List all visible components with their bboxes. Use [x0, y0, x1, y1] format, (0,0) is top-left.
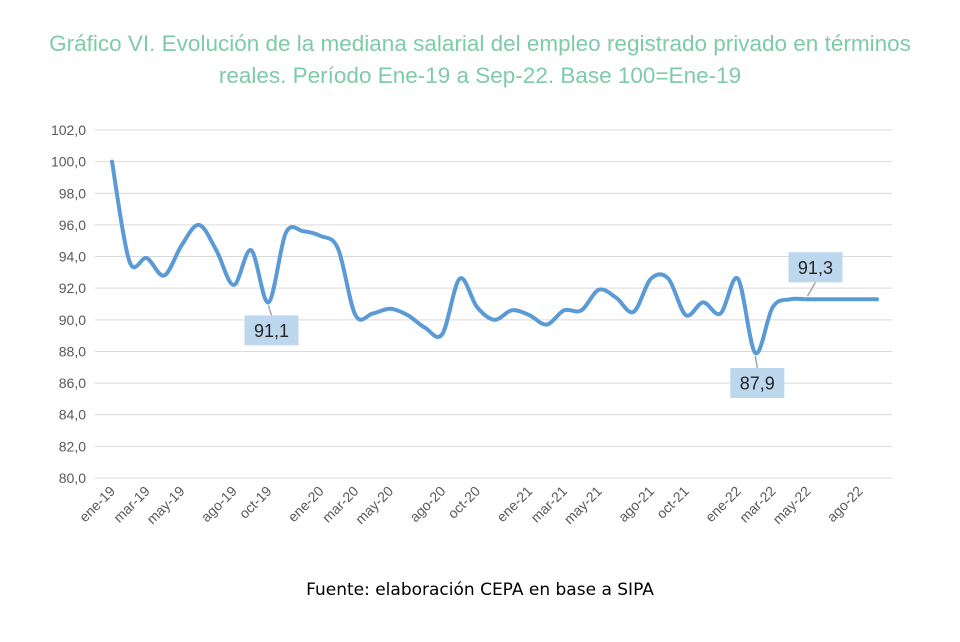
data-point [579, 308, 583, 312]
y-tick-label: 86,0 [59, 375, 86, 391]
chart-title: Gráfico VI. Evolución de la mediana sala… [49, 31, 911, 88]
data-point [545, 323, 549, 327]
series-layer [110, 159, 879, 356]
y-axis-ticks: 80,0 82,0 84,0 86,0 88,0 90,0 92,0 94,0 96,0 98,0… [51, 122, 86, 486]
data-point [684, 313, 688, 317]
data-point [249, 248, 253, 252]
data-point [440, 332, 444, 336]
data-point [353, 313, 357, 317]
data-point [458, 277, 462, 281]
data-label: 91,3 [798, 258, 833, 278]
x-tick-label: may-19 [143, 483, 187, 527]
data-point [232, 283, 236, 287]
annotation-leader [754, 355, 759, 369]
data-point [214, 248, 218, 252]
data-point [527, 313, 531, 317]
data-point [701, 300, 705, 304]
x-tick-label: ago-21 [615, 483, 657, 525]
y-tick-label: 92,0 [59, 280, 86, 296]
x-tick-label: ene-19 [76, 483, 118, 525]
data-point [301, 229, 305, 233]
x-tick-label: ago-19 [198, 483, 240, 525]
data-point [840, 297, 844, 301]
data-point [666, 277, 670, 281]
data-point [649, 277, 653, 281]
annotation-leader [267, 305, 273, 316]
y-tick-label: 96,0 [59, 217, 86, 233]
x-tick-label: ago-20 [406, 483, 448, 525]
data-point [319, 234, 323, 238]
data-point [284, 231, 288, 235]
source-note: Fuente: elaboración CEPA en base a SIPA [306, 580, 654, 600]
annotations: 91,1 87,9 91,3 [244, 252, 843, 399]
data-point [475, 305, 479, 309]
data-point [632, 310, 636, 314]
gridlines [95, 129, 892, 479]
x-tick-label: ene-20 [285, 483, 327, 525]
y-tick-label: 100,0 [51, 154, 86, 170]
data-point [406, 313, 410, 317]
y-tick-label: 84,0 [59, 407, 86, 423]
x-tick-label: oct-19 [236, 483, 275, 522]
y-tick-label: 80,0 [59, 470, 86, 486]
data-point [823, 297, 827, 301]
data-point [753, 351, 757, 355]
y-tick-label: 102,0 [51, 122, 86, 138]
data-point [805, 297, 809, 301]
data-point [180, 243, 184, 247]
data-point [423, 326, 427, 330]
y-tick-label: 90,0 [59, 312, 86, 328]
x-tick-label: ene-22 [702, 483, 744, 525]
data-point [597, 288, 601, 292]
x-tick-label: ene-21 [493, 483, 535, 525]
data-point [771, 305, 775, 309]
x-tick-label: oct-21 [653, 483, 692, 522]
data-label: 91,1 [254, 321, 289, 341]
data-point [493, 318, 497, 322]
data-point [110, 160, 114, 164]
x-tick-label: may-21 [561, 483, 605, 527]
annotation-box [730, 368, 785, 399]
data-point [562, 308, 566, 312]
data-point [719, 311, 723, 315]
data-point [197, 223, 201, 227]
data-point [336, 247, 340, 251]
y-tick-label: 98,0 [59, 185, 86, 201]
data-point [388, 307, 392, 311]
data-point [788, 297, 792, 301]
data-point [127, 259, 131, 263]
data-point [875, 297, 879, 301]
data-point [858, 297, 862, 301]
data-point [371, 311, 375, 315]
annotation-box [244, 315, 299, 346]
data-point [510, 308, 514, 312]
data-point [266, 300, 270, 304]
x-tick-label: may-22 [769, 483, 813, 527]
y-tick-label: 88,0 [59, 343, 86, 359]
data-point [162, 274, 166, 278]
data-point [736, 277, 740, 281]
x-tick-label: may-20 [352, 483, 396, 527]
data-label: 87,9 [740, 374, 775, 394]
data-point [614, 296, 618, 300]
data-point [145, 256, 149, 260]
x-tick-label: oct-20 [444, 483, 483, 522]
x-tick-label: ago-22 [824, 483, 866, 525]
annotation-box [788, 252, 843, 283]
series-line [110, 159, 879, 356]
y-tick-label: 94,0 [59, 249, 86, 265]
y-tick-label: 82,0 [59, 438, 86, 454]
annotation-leader [806, 281, 817, 297]
